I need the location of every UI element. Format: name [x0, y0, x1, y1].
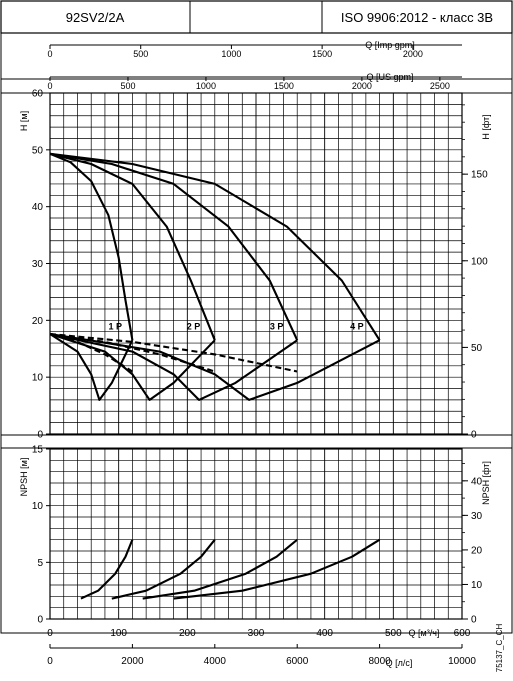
series-line: [49, 152, 216, 341]
series-label: 3 P: [270, 322, 284, 332]
y-tick-label: 5: [37, 558, 43, 569]
bottom-axis-tick-label: 8000: [368, 656, 391, 667]
y-tick-label: 15: [32, 445, 44, 456]
series-line: [173, 538, 381, 600]
y-ft-tick-label: 30: [471, 511, 483, 522]
top-axis-us-tick-label: 1000: [196, 81, 216, 91]
y-tick-label: 10: [32, 373, 44, 384]
series-label: 1 P: [108, 322, 122, 332]
top-axis-us-tick-label: 1500: [274, 81, 294, 91]
x-tick-label: 300: [248, 628, 265, 639]
series-line: [49, 332, 298, 401]
y-axis-ft-label: H [фт]: [481, 114, 491, 139]
y-ft-tick-label: 10: [471, 580, 483, 591]
x-tick-label: 200: [179, 628, 196, 639]
x-tick-label: 100: [110, 628, 127, 639]
top-axis-us-tick-label: 500: [120, 81, 135, 91]
y-ft-tick-label: 0: [471, 615, 477, 626]
bottom-flow-axis: 0 100 200 300 400 500 600 Q [м³/ч] 0 2000 4000 6000…: [47, 628, 476, 668]
npsh-panel: 0 5 10 15 0 10 20 30 40 NPSH [м] NPSH [фт]: [0, 434, 513, 634]
bottom-axis-tick-label: 6000: [286, 656, 309, 667]
series-label: 4 P: [350, 322, 364, 332]
series-line: [49, 152, 299, 341]
x-tick-label: 400: [316, 628, 333, 639]
y-tick-label: 20: [32, 316, 44, 327]
y-tick-label: 10: [32, 501, 44, 512]
bottom-axis-label: Q [л/с]: [386, 658, 413, 668]
top-axis-us-tick-label: 0: [47, 81, 52, 91]
panel-frame: [0, 434, 513, 634]
bottom-axis-tick-label: 0: [47, 656, 53, 667]
top-axis-us-tick-label: 2500: [430, 81, 450, 91]
y-tick-label: 30: [32, 259, 44, 270]
top-axis-us-label: Q [US gpm]: [366, 72, 413, 82]
x-axis-label: Q [м³/ч]: [409, 628, 440, 638]
y-tick-label: 60: [32, 89, 44, 100]
series-line: [111, 539, 216, 600]
y-tick-label: 40: [32, 202, 44, 213]
series-line: [49, 333, 216, 401]
panel-frame: [0, 78, 513, 449]
y-axis-label: NPSH [м]: [19, 458, 29, 497]
series-line: [142, 538, 298, 600]
chart-code: 75137_C_CH: [495, 624, 504, 673]
x-tick-label: 0: [47, 628, 53, 639]
y-axis-label: H [м]: [19, 111, 29, 131]
y-ft-tick-label: 50: [471, 343, 483, 354]
y-ft-tick-label: 150: [471, 170, 488, 181]
top-axis-imp-tick-label: 1000: [221, 49, 241, 59]
standard-label: ISO 9906:2012 - класс 3B: [341, 10, 493, 25]
series-line: [49, 332, 381, 401]
x-tick-label: 600: [454, 628, 471, 639]
plot-area: [49, 448, 463, 620]
bottom-axis-tick-label: 4000: [204, 656, 227, 667]
top-axis-imp-tick-label: 0: [47, 49, 52, 59]
series-label: 2 P: [187, 322, 201, 332]
y-ft-tick-label: 100: [471, 256, 488, 267]
top-axis-us-tick-label: 2000: [352, 81, 372, 91]
series-line: [49, 332, 298, 373]
pump-model-label: 92SV2/2A: [66, 10, 125, 25]
y-ft-tick-label: 20: [471, 545, 483, 556]
series-line: [80, 539, 134, 600]
top-axis-imp-label: Q [Imp gpm]: [365, 40, 415, 50]
top-axis-imp-tick-label: 1500: [312, 49, 332, 59]
series-line: [49, 332, 133, 373]
y-axis-ft-label: NPSH [фт]: [481, 461, 491, 505]
bottom-axis-tick-label: 10000: [448, 656, 476, 667]
series-line: [49, 333, 134, 401]
series-line: [49, 152, 134, 341]
top-axis-imp-tick-label: 2000: [403, 49, 423, 59]
x-tick-label: 500: [385, 628, 402, 639]
y-ft-tick-label: 40: [471, 476, 483, 487]
series-line: [49, 152, 381, 341]
top-axis-imp-tick-label: 500: [133, 49, 148, 59]
bottom-axis-tick-label: 2000: [121, 656, 144, 667]
y-tick-label: 0: [37, 615, 43, 626]
y-tick-label: 50: [32, 145, 44, 156]
